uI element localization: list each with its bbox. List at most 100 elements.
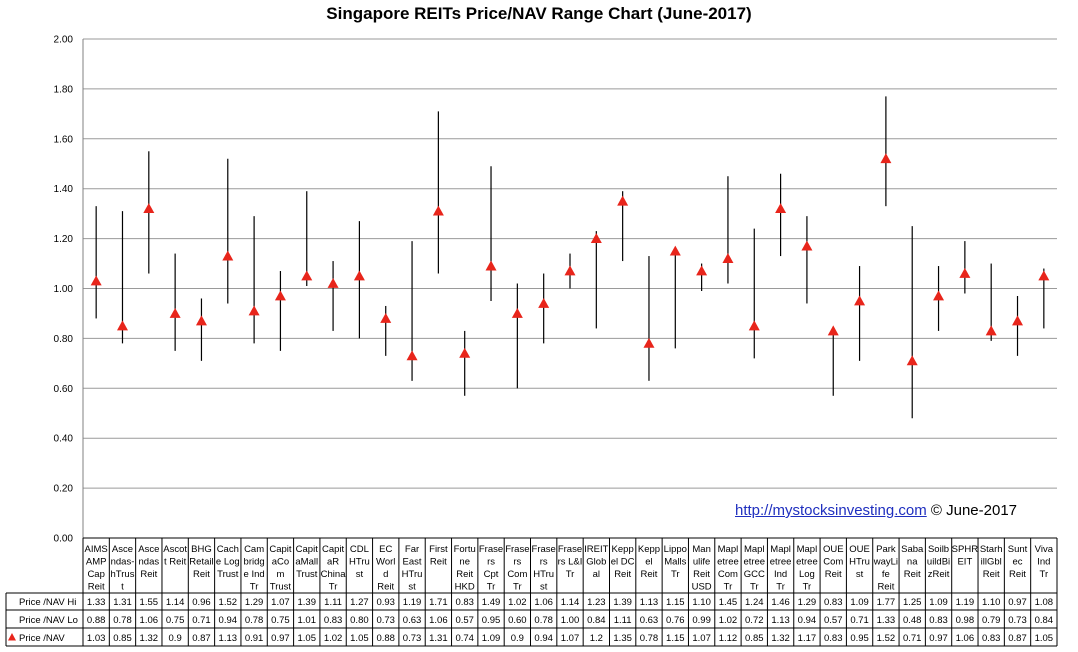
category-label: Tr xyxy=(776,582,785,593)
table-value: 0.83 xyxy=(824,597,843,608)
category-label: ndas xyxy=(139,557,160,568)
table-value: 1.52 xyxy=(877,633,896,644)
category-label: Man xyxy=(692,544,710,555)
category-label: Reit xyxy=(456,569,473,580)
table-value: 1.02 xyxy=(508,597,527,608)
price-nav-marker xyxy=(696,265,708,276)
category-label: China xyxy=(321,569,347,580)
table-value: 0.75 xyxy=(166,615,185,626)
table-value: 1.06 xyxy=(140,615,159,626)
category-label: Mapl xyxy=(770,544,791,555)
category-label: Capit xyxy=(322,544,345,555)
category-label: Ind xyxy=(774,569,787,580)
category-label: illGbl xyxy=(981,557,1002,568)
category-label: First xyxy=(429,544,448,555)
category-label: Reit xyxy=(904,569,921,580)
category-label: Tr xyxy=(803,582,812,593)
price-nav-marker xyxy=(933,290,945,301)
table-value: 1.02 xyxy=(719,615,738,626)
category-label: HTru xyxy=(533,569,554,580)
category-label: Reit xyxy=(983,569,1000,580)
table-value: 1.45 xyxy=(719,597,738,608)
price-nav-marker xyxy=(643,337,655,348)
category-label: Reit xyxy=(1009,569,1026,580)
table-value: 0.63 xyxy=(640,615,659,626)
category-label: Kepp xyxy=(638,544,660,555)
category-label: ne xyxy=(459,557,470,568)
category-label: zReit xyxy=(928,569,950,580)
table-value: 0.96 xyxy=(192,597,211,608)
table-value: 1.00 xyxy=(561,615,580,626)
table-value: 0.83 xyxy=(929,615,948,626)
price-nav-marker xyxy=(274,290,286,301)
table-value: 1.05 xyxy=(1035,633,1054,644)
category-label: Tr xyxy=(250,582,259,593)
category-label: Starh xyxy=(980,544,1003,555)
price-nav-markers xyxy=(90,153,1050,366)
table-value: 0.78 xyxy=(534,615,553,626)
table-value: 1.11 xyxy=(614,615,632,626)
table-value: 1.33 xyxy=(877,615,896,626)
legend-marker xyxy=(8,633,16,641)
table-value: 1.10 xyxy=(692,597,711,608)
category-label: OUE xyxy=(849,544,870,555)
category-label: aCo xyxy=(272,557,289,568)
category-label: Reit xyxy=(825,569,842,580)
y-tick-label: 0.80 xyxy=(54,334,74,345)
category-label: Tr xyxy=(487,582,496,593)
table-value: 1.23 xyxy=(587,597,606,608)
table-value: 1.06 xyxy=(429,615,448,626)
table-value: 0.48 xyxy=(903,615,922,626)
category-label: Reit xyxy=(377,582,394,593)
category-label: e Log xyxy=(216,557,240,568)
table-value: 0.85 xyxy=(113,633,132,644)
table-value: 1.06 xyxy=(534,597,553,608)
category-label: EC xyxy=(379,544,392,555)
category-label: Frase xyxy=(558,544,582,555)
table-value: 1.09 xyxy=(850,597,869,608)
category-label: Malls xyxy=(664,557,686,568)
category-label: OUE xyxy=(823,544,844,555)
table-value: 1.15 xyxy=(666,597,685,608)
table-value: 0.87 xyxy=(1008,633,1027,644)
price-nav-marker xyxy=(538,297,550,308)
category-label: rs xyxy=(513,557,521,568)
table-value: 0.73 xyxy=(376,615,395,626)
category-label: Frase xyxy=(532,544,556,555)
category-label: el xyxy=(645,557,652,568)
price-nav-marker xyxy=(959,268,971,278)
price-nav-marker xyxy=(406,350,418,361)
category-label: etree xyxy=(717,557,739,568)
table-value: 1.24 xyxy=(745,597,764,608)
table-value: 0.95 xyxy=(850,633,869,644)
y-axis-ticks: 0.00 0.20 0.40 0.60 0.80 1.00 1.20 1.40 1.60 1.80… xyxy=(54,35,74,545)
category-label: Mapl xyxy=(797,544,818,555)
category-label: d xyxy=(383,569,388,580)
category-label: ndas- xyxy=(111,557,135,568)
table-value: 0.72 xyxy=(745,615,764,626)
table-value: 1.03 xyxy=(87,633,106,644)
category-label: uildBi xyxy=(927,557,950,568)
table-value: 0.78 xyxy=(245,615,264,626)
price-nav-marker xyxy=(195,315,207,326)
table-value: 1.12 xyxy=(719,633,738,644)
table-value: 0.75 xyxy=(271,615,290,626)
chart-title: Singapore REITs Price/NAV Range Chart (J… xyxy=(326,4,752,23)
table-value: 1.09 xyxy=(929,597,948,608)
category-label: Asce xyxy=(138,544,159,555)
table-value: 1.35 xyxy=(613,633,632,644)
category-label: el DC xyxy=(611,557,635,568)
table-value: 0.71 xyxy=(850,615,869,626)
y-tick-label: 0.60 xyxy=(54,384,74,395)
source-suffix: © June-2017 xyxy=(926,502,1018,519)
table-value: 1.49 xyxy=(482,597,501,608)
category-label: e Ind xyxy=(244,569,265,580)
category-label: CDL xyxy=(350,544,369,555)
series-label: Price /NAV Lo xyxy=(19,615,78,626)
source-link[interactable]: http://mystocksinvesting.com xyxy=(735,502,927,519)
series-label: Price /NAV Hi xyxy=(19,597,76,608)
category-label: ulife xyxy=(693,557,710,568)
price-nav-marker xyxy=(327,278,339,288)
price-nav-marker xyxy=(169,307,181,318)
table-value: 0.73 xyxy=(1008,615,1027,626)
